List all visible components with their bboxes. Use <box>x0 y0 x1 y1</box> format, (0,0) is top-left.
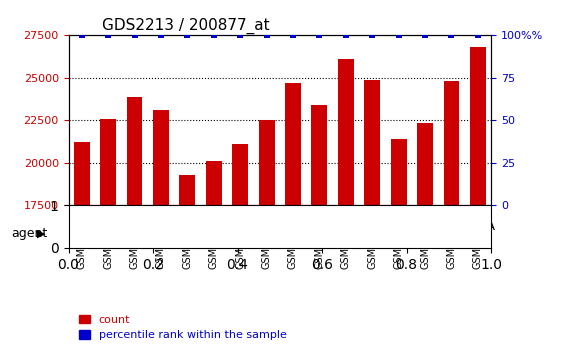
Bar <box>179 175 195 205</box>
Bar <box>312 105 327 205</box>
Point <box>103 33 112 38</box>
Bar <box>206 161 222 205</box>
Bar <box>285 83 301 205</box>
FancyBboxPatch shape <box>174 205 280 248</box>
Text: ▶: ▶ <box>37 229 46 239</box>
Text: 5-aza-dC: 5-aza-dC <box>199 220 255 233</box>
Point <box>473 33 482 38</box>
Point <box>447 33 456 38</box>
Point <box>262 33 271 38</box>
Point <box>368 33 377 38</box>
Bar <box>338 59 353 205</box>
FancyBboxPatch shape <box>385 205 491 248</box>
Point <box>156 33 166 38</box>
FancyBboxPatch shape <box>280 205 385 248</box>
Text: untreated: untreated <box>91 220 152 233</box>
Legend: count, percentile rank within the sample: count, percentile rank within the sample <box>74 310 291 345</box>
Point <box>288 33 297 38</box>
Point <box>183 33 192 38</box>
Point <box>77 33 86 38</box>
Bar <box>470 47 486 205</box>
Point <box>420 33 429 38</box>
Bar <box>364 80 380 205</box>
Bar <box>100 119 116 205</box>
FancyBboxPatch shape <box>69 205 174 248</box>
Bar <box>444 81 459 205</box>
Point <box>130 33 139 38</box>
Point <box>341 33 351 38</box>
Point <box>315 33 324 38</box>
Bar <box>391 139 407 205</box>
Bar <box>259 120 275 205</box>
Text: GDS2213 / 200877_at: GDS2213 / 200877_at <box>102 18 270 34</box>
Bar <box>127 97 142 205</box>
Bar <box>153 110 169 205</box>
Bar <box>417 123 433 205</box>
Text: agent: agent <box>11 227 47 240</box>
Point <box>236 33 245 38</box>
Bar <box>74 142 90 205</box>
Point <box>394 33 403 38</box>
Text: 5-aza-dC plus TSA: 5-aza-dC plus TSA <box>381 220 495 233</box>
Bar <box>232 144 248 205</box>
Point <box>209 33 218 38</box>
Text: TSA: TSA <box>320 220 345 233</box>
